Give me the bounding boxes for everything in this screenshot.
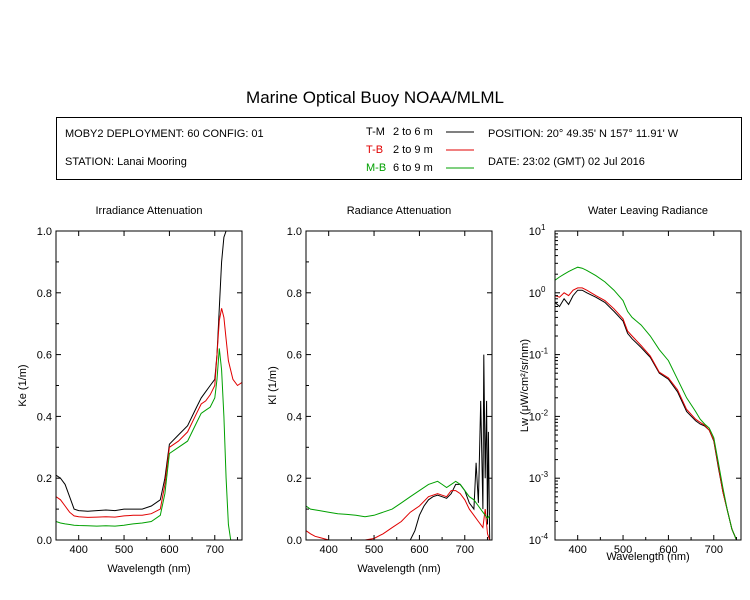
panel-title-radiance: Radiance Attenuation: [346, 205, 452, 217]
water-leaving-ytick-exponent: -2: [541, 408, 549, 417]
radiance-xtick-label: 700: [456, 544, 474, 556]
radiance-ytick-label: 1.0: [287, 226, 302, 238]
water-leaving-xtick-label: 600: [659, 544, 677, 556]
radiance-ytick-label: 0.2: [287, 473, 302, 485]
irradiance-series-t-b: [56, 308, 242, 518]
radiance-xtick-label: 600: [410, 544, 428, 556]
radiance-xtick-label: 400: [320, 544, 338, 556]
irradiance-yaxis-label: Ke (1/m): [17, 364, 29, 406]
radiance-series-t-m: [409, 354, 491, 540]
legend-range-mb: 6 to 9 m: [393, 162, 433, 174]
radiance-series-m-b: [306, 480, 491, 520]
water-leaving-xtick-label: 700: [705, 544, 723, 556]
radiance-ytick-label: 0.0: [287, 535, 302, 547]
legend-code-tb: T-B: [366, 144, 384, 156]
irradiance-ytick-label: 0.2: [37, 473, 52, 485]
radiance-xtick-label: 500: [365, 544, 383, 556]
panel-title-water-leaving: Water Leaving Radiance: [587, 205, 709, 217]
irradiance-ytick-label: 0.4: [37, 411, 52, 423]
radiance-yaxis-label: Kl (1/m): [267, 366, 279, 405]
water-leaving-series-m-b: [555, 266, 737, 540]
water-leaving-ytick-exponent: -1: [541, 347, 549, 356]
water-leaving-ytick-exponent: 0: [541, 285, 546, 294]
irradiance-xtick-label: 700: [206, 544, 224, 556]
radiance-ytick-label: 0.6: [287, 350, 302, 362]
legend-code-mb: M-B: [366, 162, 387, 174]
station-text: STATION: Lanai Mooring: [65, 156, 187, 168]
legend-range-tb: 2 to 9 m: [393, 144, 433, 156]
water-leaving-series-t-b: [555, 287, 737, 540]
irradiance-plot-frame: [55, 230, 243, 541]
deployment-text: MOBY2 DEPLOYMENT: 60 CONFIG: 01: [65, 128, 264, 140]
irradiance-xtick-label: 400: [70, 544, 88, 556]
water-leaving-ytick-exponent: -3: [541, 470, 549, 479]
info-box: MOBY2 DEPLOYMENT: 60 CONFIG: 01 STATION:…: [56, 117, 742, 180]
legend-code-tm: T-M: [366, 126, 385, 138]
date-text: DATE: 23:02 (GMT) 02 Jul 2016: [488, 156, 645, 168]
water-leaving-plot-frame: [554, 230, 742, 541]
water-leaving-yaxis-label: Lw (μW/cm²/sr/nm): [519, 339, 531, 432]
water-leaving-ytick-label: 10: [529, 226, 541, 238]
irradiance-xtick-label: 500: [115, 544, 133, 556]
radiance-xaxis-label: Wavelength (nm): [357, 563, 440, 575]
radiance-series-t-b: [306, 490, 491, 540]
page-title: Marine Optical Buoy NOAA/MLML: [246, 88, 504, 107]
water-leaving-ytick-label: 10: [529, 411, 541, 423]
panel-title-irradiance: Irradiance Attenuation: [95, 205, 203, 217]
irradiance-ytick-label: 0.8: [37, 288, 52, 300]
irradiance-xtick-label: 600: [160, 544, 178, 556]
radiance-plot-frame: [305, 230, 493, 541]
legend-range-tm: 2 to 6 m: [393, 126, 433, 138]
irradiance-series-t-m: [56, 231, 227, 512]
water-leaving-xaxis-label: Wavelength (nm): [606, 551, 689, 563]
irradiance-ytick-label: 1.0: [37, 226, 52, 238]
position-text: POSITION: 20° 49.35' N 157° 11.91' W: [488, 128, 679, 140]
water-leaving-xtick-label: 400: [569, 544, 587, 556]
water-leaving-ytick-exponent: 1: [541, 223, 546, 232]
radiance-ytick-label: 0.8: [287, 288, 302, 300]
water-leaving-ytick-exponent: -4: [541, 532, 549, 541]
irradiance-xaxis-label: Wavelength (nm): [107, 563, 190, 575]
water-leaving-ytick-label: 10: [529, 535, 541, 547]
water-leaving-ytick-label: 10: [529, 350, 541, 362]
water-leaving-ytick-label: 10: [529, 288, 541, 300]
irradiance-series-m-b: [56, 348, 232, 540]
irradiance-ytick-label: 0.6: [37, 350, 52, 362]
radiance-ytick-label: 0.4: [287, 411, 302, 423]
water-leaving-xtick-label: 500: [614, 544, 632, 556]
water-leaving-ytick-label: 10: [529, 473, 541, 485]
water-leaving-series-t-m: [555, 289, 737, 540]
irradiance-ytick-label: 0.0: [37, 535, 52, 547]
